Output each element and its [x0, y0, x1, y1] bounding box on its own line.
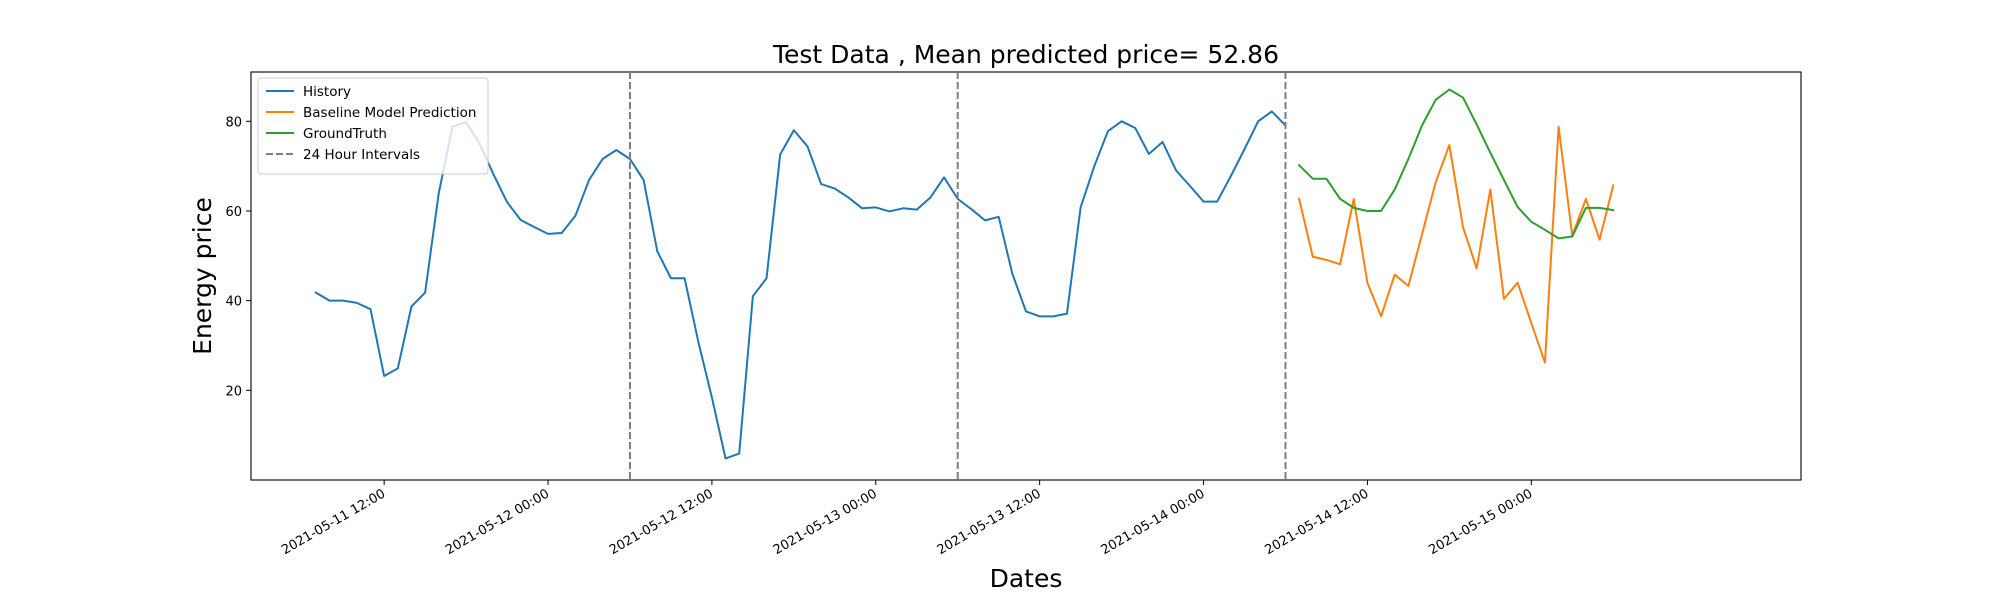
- plot-frame: [250, 71, 1802, 481]
- series-line-groundtruth: [1297, 88, 1615, 240]
- y-axis-label: Energy price: [188, 197, 217, 355]
- chart-title: Test Data , Mean predicted price= 52.86: [772, 40, 1279, 69]
- x-tick-label: 2021-05-15 00:00: [1426, 486, 1535, 558]
- x-tick-label: 2021-05-13 12:00: [935, 486, 1044, 558]
- x-tick-label: 2021-05-14 00:00: [1099, 486, 1208, 558]
- x-tick-label: 2021-05-11 12:00: [279, 486, 388, 558]
- legend-box: [257, 77, 489, 175]
- x-tick-label: 2021-05-14 12:00: [1262, 486, 1371, 558]
- series-line-baseline-model-prediction: [1297, 125, 1615, 364]
- legend-label: Baseline Model Prediction: [303, 105, 476, 121]
- legend-label: GroundTruth: [303, 126, 387, 142]
- x-tick-label: 2021-05-12 00:00: [443, 486, 552, 558]
- x-tick-label: 2021-05-13 00:00: [771, 486, 880, 558]
- y-tick-label: 20: [225, 384, 242, 399]
- x-axis-label: Dates: [990, 564, 1063, 593]
- y-tick-label: 60: [225, 205, 242, 220]
- x-tick-label: 2021-05-12 12:00: [607, 486, 716, 558]
- y-tick-label: 40: [225, 295, 242, 310]
- y-tick-label: 80: [225, 115, 242, 130]
- legend-label: History: [303, 84, 351, 100]
- legend-label: 24 Hour Intervals: [303, 147, 420, 163]
